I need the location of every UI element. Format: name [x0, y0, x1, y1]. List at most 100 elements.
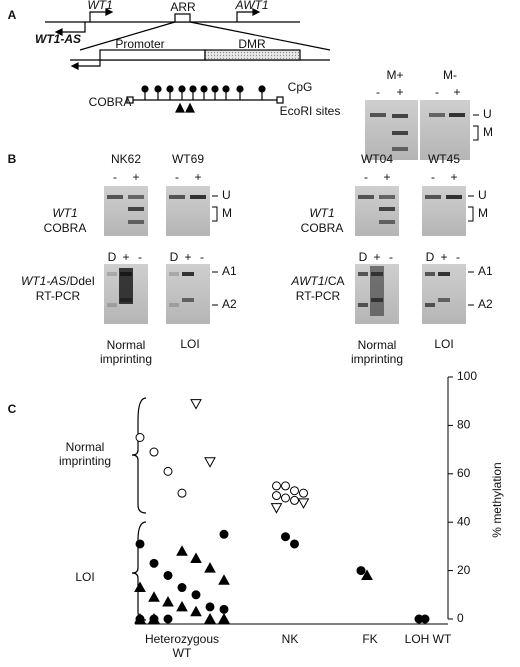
- data-point: [420, 614, 430, 624]
- data-point: [176, 545, 188, 556]
- data-point: [297, 498, 310, 509]
- method-label: COBRA: [89, 95, 132, 109]
- data-point: [204, 562, 216, 573]
- lane-label: -: [431, 170, 435, 184]
- data-point: [149, 447, 159, 457]
- assay-label-part: WT1-AS: [21, 274, 66, 288]
- data-point: [219, 604, 229, 614]
- gel-band: [190, 195, 206, 199]
- data-point: [272, 481, 281, 491]
- gel-band: [392, 147, 408, 151]
- data-point: [218, 574, 230, 585]
- lane-label: +: [132, 170, 139, 184]
- label-bracket: [212, 206, 218, 222]
- method-label: WT1: [52, 206, 77, 220]
- gel-band: [425, 195, 441, 199]
- gel-band: [392, 131, 408, 135]
- band-label: M: [478, 206, 488, 220]
- data-point: [190, 552, 202, 563]
- region-label: ARR: [170, 0, 196, 14]
- gel-band: [358, 272, 368, 276]
- gene-label: AWT1: [234, 0, 268, 12]
- lane-label: -: [138, 250, 142, 264]
- gel-band: [128, 207, 144, 211]
- lane-label: -: [175, 170, 179, 184]
- annotation: Normal imprinting: [58, 440, 112, 468]
- gel-band: [438, 272, 450, 276]
- panel-label: A: [8, 8, 17, 22]
- gel-band: [446, 195, 462, 199]
- lane-label: +: [440, 250, 447, 264]
- lane-label: +: [453, 85, 460, 99]
- assay-label-part: AWT1: [290, 274, 324, 288]
- gel-band: [182, 298, 194, 302]
- gel-band: [169, 195, 185, 199]
- data-point: [204, 457, 216, 468]
- data-point: [299, 488, 308, 498]
- band-label: A1: [478, 264, 493, 278]
- method-label-part: WT1: [52, 206, 77, 220]
- data-point: [190, 605, 202, 617]
- data-point: [191, 590, 201, 600]
- cpg-site: [236, 85, 244, 93]
- data-point: [176, 600, 188, 612]
- gel-band: [107, 272, 117, 276]
- data-point: [356, 566, 366, 576]
- gel-band: [438, 298, 450, 302]
- region-label: Promoter: [115, 37, 164, 51]
- sample-label: WT45: [428, 152, 460, 166]
- assay-label: RT-PCR: [36, 289, 81, 303]
- label-bracket: [468, 206, 474, 222]
- gel-band: [370, 113, 386, 117]
- cpg-site: [154, 85, 162, 93]
- data-point: [163, 570, 173, 580]
- lane-label: -: [113, 170, 117, 184]
- data-point: [204, 612, 216, 624]
- gel-image: [420, 100, 470, 160]
- y-tick-label: 40: [457, 514, 471, 528]
- gel-band: [425, 272, 435, 276]
- data-point: [148, 612, 160, 624]
- annotation: LOI: [75, 570, 94, 584]
- data-point: [270, 503, 283, 514]
- data-point: [177, 488, 187, 498]
- sample-label: NK62: [111, 152, 141, 166]
- sample-label: WT69: [172, 152, 204, 166]
- y-tick-label: 100: [457, 369, 477, 383]
- gel-band: [169, 303, 179, 307]
- method-label-part: WT1: [309, 206, 334, 220]
- lane-label: -: [389, 250, 393, 264]
- cpg-site: [141, 85, 149, 93]
- method-label: WT1: [309, 206, 334, 220]
- group-label: M-: [443, 68, 457, 82]
- data-point: [272, 491, 281, 501]
- band-label: A1: [222, 264, 237, 278]
- gel-band: [182, 272, 194, 276]
- band-label: U: [478, 188, 487, 202]
- assay-label: WT1-AS/DdeI: [21, 274, 95, 288]
- band-label: A2: [222, 297, 237, 311]
- data-point: [219, 529, 229, 539]
- x-tick-label: Heterozygous WT: [144, 632, 220, 660]
- gel-band: [358, 303, 368, 307]
- data-point: [281, 532, 290, 542]
- lane-label: +: [383, 170, 390, 184]
- data-point: [134, 581, 146, 593]
- gel-band: [169, 272, 179, 276]
- gel-band: [449, 113, 465, 117]
- cpg-site: [166, 85, 174, 93]
- region-label: DMR: [238, 37, 266, 51]
- cpg-site: [178, 85, 186, 93]
- lane-label: -: [200, 250, 204, 264]
- lane-label: +: [194, 170, 201, 184]
- data-point: [218, 612, 230, 624]
- method-label: COBRA: [301, 221, 344, 235]
- y-tick-label: 60: [457, 466, 471, 480]
- assay-label: RT-PCR: [296, 289, 341, 303]
- method-label-part: COBRA: [44, 221, 87, 235]
- x-tick-label: NK: [281, 632, 299, 646]
- lane-label: +: [184, 250, 191, 264]
- lane-label: -: [435, 85, 439, 99]
- x-tick-label: FK: [362, 632, 378, 646]
- data-point: [190, 399, 202, 410]
